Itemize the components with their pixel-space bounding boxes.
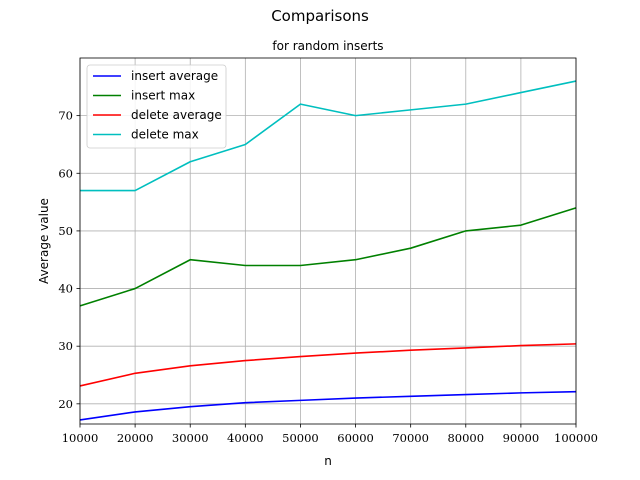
x-tick-label: 30000	[172, 431, 209, 445]
y-tick-label: 60	[58, 166, 73, 180]
x-tick-label: 10000	[62, 431, 99, 445]
legend-label: insert max	[131, 89, 195, 103]
plot-frame	[79, 57, 577, 425]
series-line-3	[80, 80, 577, 192]
legend-label: delete average	[131, 108, 222, 122]
x-tick-label: 40000	[227, 431, 264, 445]
x-tick-label: 60000	[337, 431, 374, 445]
legend: insert average insert max delete average de…	[86, 64, 227, 149]
legend-label: insert average	[131, 69, 218, 83]
x-tick-label: 70000	[392, 431, 429, 445]
y-tick-label: 50	[58, 224, 73, 238]
grid	[79, 58, 577, 424]
y-tick-label: 70	[58, 109, 73, 123]
y-tick-label: 20	[58, 397, 73, 411]
y-axis-label: Average value	[37, 198, 51, 284]
x-tick-label: 90000	[503, 431, 540, 445]
chart-subtitle: for random inserts	[272, 39, 383, 53]
series-line-0	[79, 390, 577, 421]
x-axis-label: n	[324, 454, 332, 468]
ticks: 10000 20000 30000 40000 50000 60000 70000 80000…	[58, 109, 598, 445]
series-line-2	[79, 343, 577, 387]
legend-box	[86, 64, 227, 149]
x-tick-label: 80000	[447, 431, 484, 445]
series-line-1	[79, 207, 577, 307]
x-tick-label: 20000	[117, 431, 154, 445]
y-tick-label: 30	[58, 339, 73, 353]
y-tick-label: 40	[58, 282, 73, 296]
x-tick-label: 50000	[282, 431, 319, 445]
legend-label: delete max	[131, 128, 199, 142]
chart-title: Comparisons	[271, 7, 369, 25]
x-tick-label: 100000	[554, 431, 598, 445]
series-lines	[79, 80, 577, 421]
